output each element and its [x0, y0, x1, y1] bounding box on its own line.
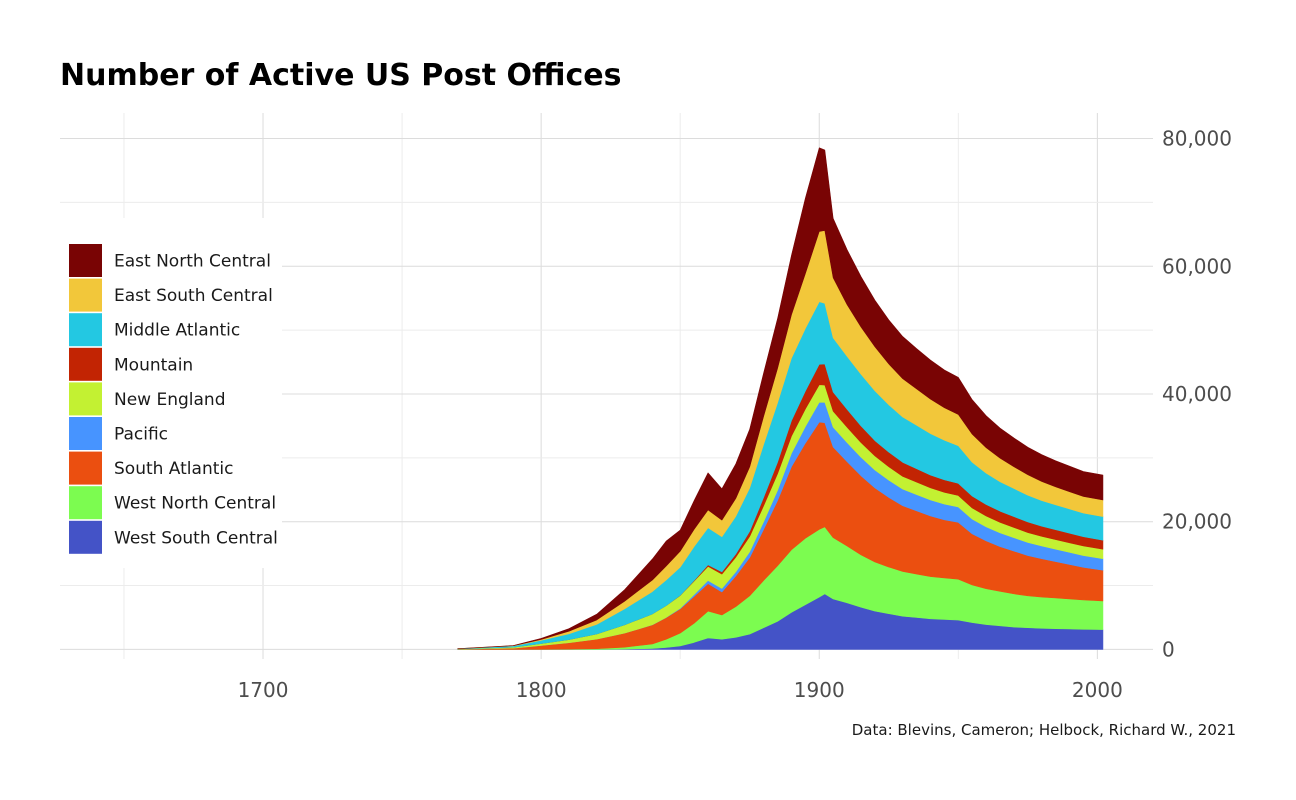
- chart-title: Number of Active US Post Offices: [60, 58, 621, 93]
- legend-label-new-england: New England: [114, 390, 226, 410]
- x-tick-label: 2000: [1072, 678, 1123, 702]
- legend-key-new-england: [69, 382, 102, 416]
- x-tick-label: 1800: [516, 678, 567, 702]
- y-axis: 0 20,000 40,000 60,000 80,000: [1162, 127, 1232, 662]
- y-tick-label: 0: [1162, 637, 1175, 661]
- legend-key-east-south-central: [69, 278, 102, 312]
- legend-key-pacific: [69, 417, 102, 450]
- legend-label-west-north-central: West North Central: [114, 494, 276, 514]
- legend-label-mountain: Mountain: [114, 355, 193, 375]
- legend-label-middle-atlantic: Middle Atlantic: [114, 321, 240, 341]
- data-source-caption: Data: Blevins, Cameron; Helbock, Richard…: [852, 721, 1236, 739]
- x-axis: 1700 1800 1900 2000: [238, 678, 1123, 702]
- legend-key-east-north-central: [69, 244, 102, 277]
- y-tick-label: 40,000: [1162, 382, 1232, 406]
- y-tick-label: 80,000: [1162, 127, 1232, 151]
- legend-key-south-atlantic: [69, 451, 102, 485]
- x-tick-label: 1900: [794, 678, 845, 702]
- legend-key-middle-atlantic: [69, 313, 102, 347]
- legend-key-west-north-central: [69, 486, 102, 520]
- legend: East North Central East South Central Midd…: [60, 218, 282, 568]
- legend-key-west-south-central: [69, 520, 102, 554]
- legend-key-mountain: [69, 347, 102, 381]
- legend-label-west-south-central: West South Central: [114, 528, 278, 548]
- legend-label-pacific: Pacific: [114, 425, 168, 445]
- y-tick-label: 60,000: [1162, 254, 1232, 278]
- legend-label-east-north-central: East North Central: [114, 252, 271, 272]
- x-tick-label: 1700: [238, 678, 289, 702]
- legend-label-south-atlantic: South Atlantic: [114, 459, 233, 479]
- area-layers: [457, 147, 1104, 650]
- y-tick-label: 20,000: [1162, 510, 1232, 534]
- legend-label-east-south-central: East South Central: [114, 286, 273, 306]
- area-east-north-central: [457, 147, 1104, 650]
